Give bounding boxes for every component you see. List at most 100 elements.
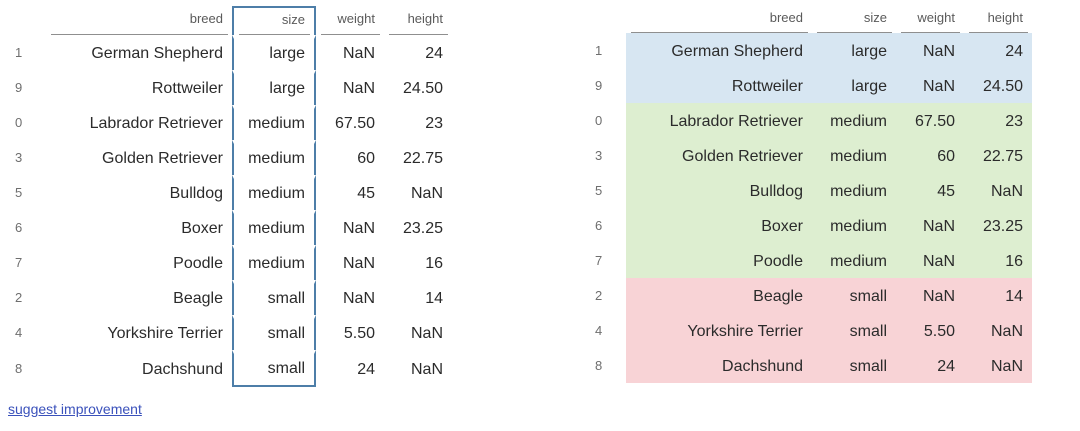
cell-breed: Labrador Retriever [626,103,812,138]
header-row: breed size weight height [8,6,452,35]
cell-weight: 60 [896,138,964,173]
cell-breed: Golden Retriever [102,150,223,167]
row-index: 6 [595,218,603,233]
cell-weight: 67.50 [896,103,964,138]
col-header-size: size [812,6,896,33]
cell-weight: NaN [342,80,375,97]
cell-size: small [812,313,896,348]
cell-height: 23 [964,103,1032,138]
cell-size: small [232,280,316,315]
col-header-height: height [964,6,1032,33]
row-index: 5 [595,183,603,198]
table-row: 2 Beagle small NaN 14 [8,280,452,315]
cell-weight: 5.50 [343,325,375,342]
cell-height: NaN [410,185,443,202]
table-row: 3 Golden Retriever medium 60 22.75 [588,138,1032,173]
cell-size: medium [812,243,896,278]
table-row: 9 Rottweiler large NaN 24.50 [588,68,1032,103]
cell-height: 22.75 [402,150,443,167]
cell-weight: NaN [896,243,964,278]
row-index: 4 [595,323,603,338]
cell-height: 24.50 [402,80,443,97]
cell-weight: 67.50 [334,115,375,132]
col-header-breed: breed [626,6,812,33]
cell-size: small [812,348,896,383]
cell-weight: 45 [896,173,964,208]
cell-size: medium [812,138,896,173]
cell-breed: Boxer [626,208,812,243]
cell-size: medium [232,210,316,245]
cell-weight: NaN [896,208,964,243]
cell-height: 14 [964,278,1032,313]
cell-breed: Poodle [626,243,812,278]
row-index: 7 [15,255,23,270]
cell-breed: German Shepherd [91,45,223,62]
table-row: 2 Beagle small NaN 14 [588,278,1032,313]
table-row: 3 Golden Retriever medium 60 22.75 [8,140,452,175]
table-row: 9 Rottweiler large NaN 24.50 [8,70,452,105]
footer: suggest improvement [8,401,1080,419]
row-index: 4 [15,325,23,340]
cell-height: 16 [964,243,1032,278]
cell-size: large [232,35,316,70]
cell-size: large [812,68,896,103]
cell-size: medium [232,245,316,280]
cell-height: 14 [425,290,443,307]
cell-breed: Beagle [626,278,812,313]
table-header: breed size weight height [8,6,452,35]
cell-weight: 5.50 [896,313,964,348]
suggest-improvement-link[interactable]: suggest improvement [8,401,142,417]
cell-weight: NaN [342,255,375,272]
col-header-breed: breed [46,6,232,35]
row-index: 9 [15,80,23,95]
cell-weight: NaN [896,278,964,313]
cell-breed: Yorkshire Terrier [107,325,223,342]
row-index: 1 [595,43,603,58]
row-index: 2 [15,290,23,305]
table-row: 0 Labrador Retriever medium 67.50 23 [588,103,1032,138]
cell-size: small [232,350,316,387]
cell-weight: 24 [357,361,375,378]
dataframe-styled-table: breed size weight height 1 German Shepherd la… [588,6,1032,383]
cell-height: NaN [964,313,1032,348]
cell-size: large [232,70,316,105]
row-index: 0 [595,113,603,128]
cell-breed: Rottweiler [151,80,223,97]
cell-height: 22.75 [964,138,1032,173]
table-row: 7 Poodle medium NaN 16 [8,245,452,280]
row-index: 2 [595,288,603,303]
cell-breed: Bulldog [626,173,812,208]
cell-weight: NaN [896,68,964,103]
cell-breed: Boxer [181,220,223,237]
cell-height: 24 [425,45,443,62]
cell-weight: 24 [896,348,964,383]
cell-breed: Golden Retriever [626,138,812,173]
dataframe-plain-table: breed size weight height 1 German Shepherd la… [8,6,452,387]
cell-height: NaN [410,361,443,378]
col-header-height: height [384,6,452,35]
cell-weight: 45 [357,185,375,202]
cell-size: large [812,33,896,68]
cell-size: medium [232,105,316,140]
col-header-weight: weight [316,6,384,35]
cell-size: small [812,278,896,313]
table-row: 7 Poodle medium NaN 16 [588,243,1032,278]
cell-breed: Yorkshire Terrier [626,313,812,348]
cell-size: small [232,315,316,350]
row-index: 5 [15,185,23,200]
col-header-weight: weight [896,6,964,33]
cell-height: 16 [425,255,443,272]
cell-size: medium [232,175,316,210]
row-index: 7 [595,253,603,268]
cell-height: 24.50 [964,68,1032,103]
row-index: 0 [15,115,23,130]
table-row: 0 Labrador Retriever medium 67.50 23 [8,105,452,140]
dataframe-comparison: breed size weight height 1 German Shepherd la… [8,6,1032,387]
col-header-size: size [232,6,316,35]
index-header-blank [8,6,46,35]
row-index: 1 [15,45,23,60]
cell-height: 23 [425,115,443,132]
cell-breed: Beagle [173,290,223,307]
cell-size: medium [812,173,896,208]
table-header: breed size weight height [588,6,1032,33]
